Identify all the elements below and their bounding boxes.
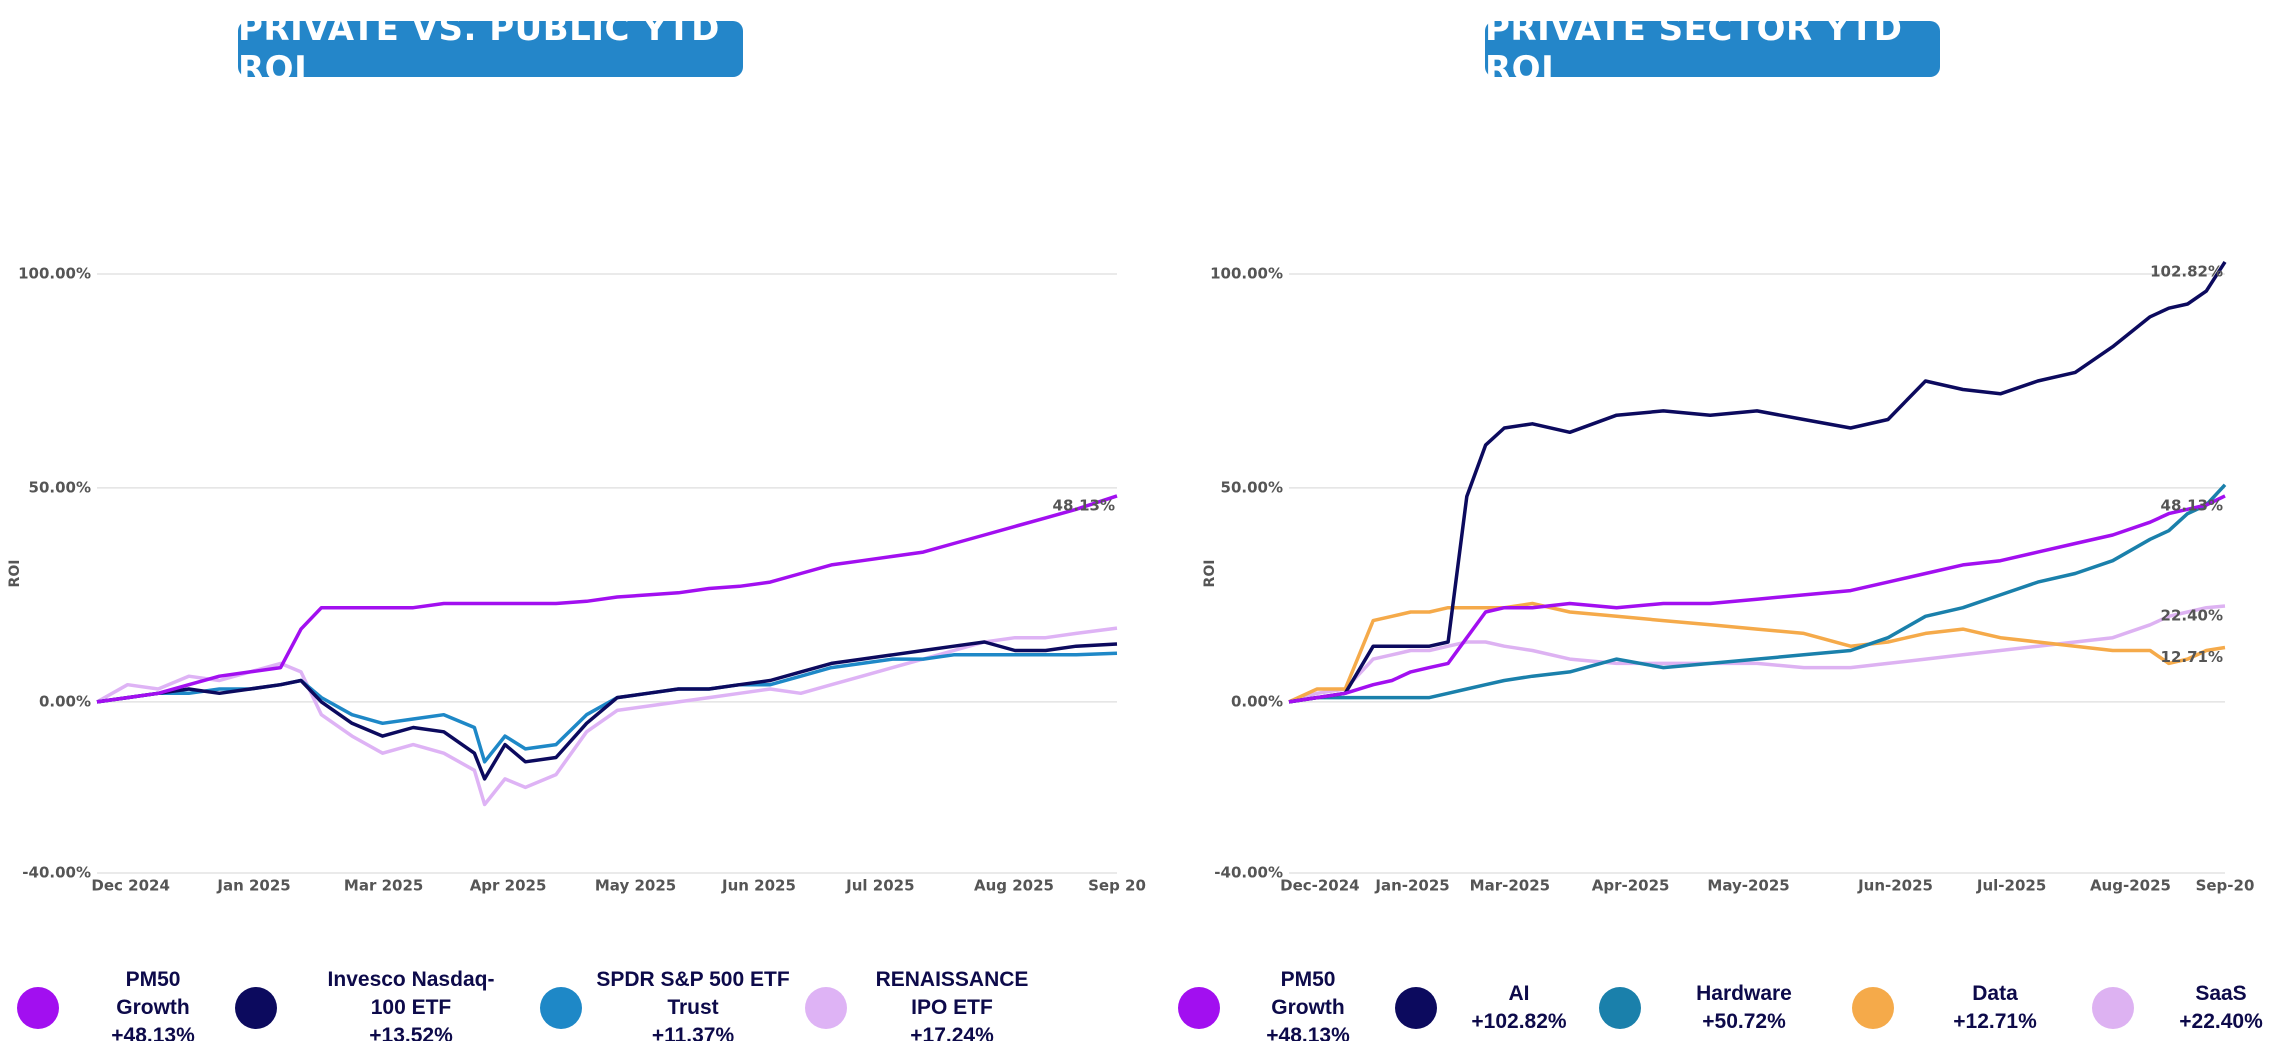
x-tick-label: Sep 20	[1088, 877, 1146, 895]
series-line	[96, 494, 1118, 704]
legend-name: Invesco Nasdaq-100 ETF	[327, 968, 495, 1019]
legend-value: +102.82%	[1471, 1010, 1567, 1033]
series-line	[1288, 601, 2226, 704]
legend-entry: Hardware +50.72%	[1679, 980, 1809, 1036]
y-axis-label: ROI	[1202, 560, 1218, 588]
x-tick-label: Dec 2024	[91, 877, 170, 895]
end-label: 48.13%	[1053, 496, 1115, 514]
legend-value: +48.13%	[111, 1024, 195, 1041]
legend-name: PM50 Growth	[1271, 968, 1345, 1019]
legend-value: +48.13%	[1266, 1024, 1350, 1041]
x-tick-label: May-2025	[1707, 877, 1789, 895]
legend-swatch	[17, 987, 59, 1029]
legend-swatch	[2092, 987, 2134, 1029]
legend-entry: Data +12.71%	[1940, 980, 2050, 1036]
x-tick-label: Jun-2025	[1857, 877, 1933, 895]
y-tick-label: 0.00%	[39, 692, 91, 710]
end-label: 22.40%	[2161, 607, 2223, 625]
legend-entry: PM50 Growth +48.13%	[98, 966, 208, 1041]
x-tick-label: Jan 2025	[216, 877, 290, 895]
x-tick-label: May 2025	[595, 877, 676, 895]
y-tick-label: 0.00%	[1231, 692, 1283, 710]
legend-entry: AI +102.82%	[1464, 980, 1574, 1036]
legend-entry: PM50 Growth +48.13%	[1253, 966, 1363, 1041]
legend-swatch	[805, 987, 847, 1029]
legend-entry: SaaS +22.40%	[2171, 980, 2271, 1036]
legend-swatch	[235, 987, 277, 1029]
legend-entry: SPDR S&P 500 ETF Trust +11.37%	[593, 966, 793, 1041]
legend-value: +17.24%	[910, 1024, 994, 1041]
y-tick-label: -40.00%	[1214, 864, 1283, 882]
legend-swatch	[1599, 987, 1641, 1029]
x-tick-label: Apr 2025	[470, 877, 547, 895]
series-line	[96, 640, 1118, 781]
legend-value: +50.72%	[1702, 1010, 1786, 1033]
x-tick-label: Aug-2025	[2090, 877, 2171, 895]
legend-name: AI	[1508, 982, 1530, 1005]
legend-swatch	[1395, 987, 1437, 1029]
x-tick-label: Jun 2025	[721, 877, 796, 895]
legend-entry: Invesco Nasdaq-100 ETF +13.52%	[311, 966, 511, 1041]
y-tick-label: -40.00%	[22, 864, 91, 882]
x-tick-label: Apr-2025	[1592, 877, 1670, 895]
series-line	[1288, 604, 2226, 704]
legend-value: +13.52%	[369, 1024, 453, 1041]
legend-name: SPDR S&P 500 ETF Trust	[596, 968, 790, 1019]
end-label: 102.82%	[2150, 262, 2223, 280]
legend-swatch	[540, 987, 582, 1029]
legend-name: PM50 Growth	[116, 968, 190, 1019]
y-tick-label: 50.00%	[29, 478, 91, 496]
legend-value: +22.40%	[2179, 1010, 2263, 1033]
y-tick-label: 100.00%	[1210, 265, 1283, 283]
series-line	[1288, 260, 2227, 704]
series-line	[1288, 494, 2226, 704]
end-label: 12.71%	[2161, 648, 2223, 666]
x-tick-label: Mar-2025	[1470, 877, 1550, 895]
y-tick-label: 50.00%	[1221, 478, 1283, 496]
legend-swatch	[1178, 987, 1220, 1029]
legend-entry: RENAISSANCE IPO ETF +17.24%	[862, 966, 1042, 1041]
legend-name: SaaS	[2195, 982, 2247, 1005]
y-tick-label: 100.00%	[18, 265, 91, 283]
x-tick-label: Dec-2024	[1280, 877, 1360, 895]
legend-name: Data	[1972, 982, 2018, 1005]
y-axis-label: ROI	[7, 560, 23, 588]
chart-title: PRIVATE VS. PUBLIC YTD ROI	[238, 9, 743, 89]
legend-name: RENAISSANCE IPO ETF	[875, 968, 1029, 1019]
x-tick-label: Mar 2025	[344, 877, 423, 895]
chart-title: PRIVATE SECTOR YTD ROI	[1485, 9, 1940, 89]
legend-name: Hardware	[1696, 982, 1792, 1005]
x-tick-label: Jan-2025	[1374, 877, 1449, 895]
x-tick-label: Aug 2025	[974, 877, 1054, 895]
x-tick-label: Jul-2025	[1976, 877, 2046, 895]
legend-swatch	[1852, 987, 1894, 1029]
end-label: 48.13%	[2161, 496, 2223, 514]
legend-value: +12.71%	[1953, 1010, 2037, 1033]
x-tick-label: Sep-20	[2196, 877, 2255, 895]
legend-value: +11.37%	[651, 1024, 735, 1041]
series-line	[1288, 483, 2227, 704]
x-tick-label: Jul 2025	[845, 877, 914, 895]
